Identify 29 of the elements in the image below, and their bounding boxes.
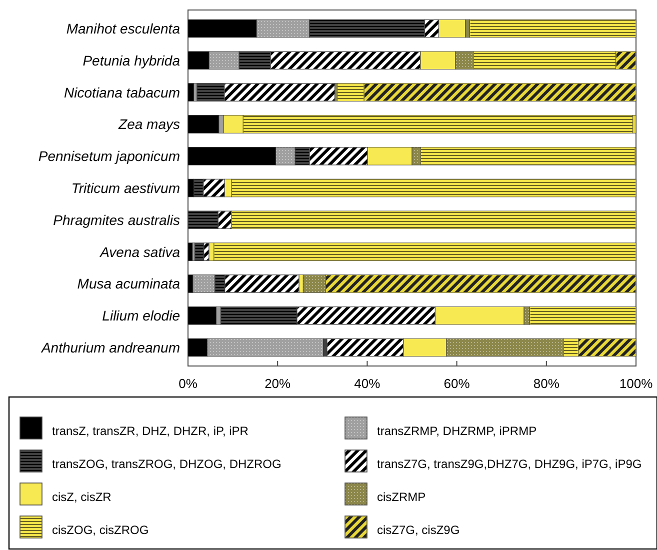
x-tick-label: 20% [264,376,292,391]
bar [188,306,216,325]
bar [188,115,220,134]
y-tick-label: Nicotiana tabacum [64,84,180,100]
y-tick-label: Pennisetum japonicum [38,148,180,164]
x-tick-label: 100% [619,376,654,391]
legend-label: cisZOG, cisZROG [52,523,149,537]
x-tick-label: 60% [444,376,470,391]
legend-label: cisZRMP [377,490,426,504]
legend-label: cisZ7G, cisZ9G [377,523,460,537]
y-tick-label: Zea mays [118,116,180,132]
y-tick-label: Triticum aestivum [71,180,180,196]
y-tick-label: Phragmites australis [53,212,180,228]
y-tick-label: Lilium elodie [102,308,180,324]
y-tick-label: Anthurium andreanum [40,340,180,356]
y-tick-label: Avena sativa [99,244,180,260]
legend-label: transZRMP, DHZRMP, iPRMP [377,424,537,438]
y-tick-label: Musa acuminata [77,276,180,292]
bar [188,83,194,102]
legend-label: transZOG, transZROG, DHZOG, DHZROG [52,457,282,471]
x-tick-label: 0% [178,376,198,391]
legend-label: transZ, transZR, DHZ, DHZR, iP, iPR [52,424,249,438]
y-tick-label: Petunia hybrida [82,52,180,68]
x-tick-label: 80% [533,376,560,391]
x-tick-label: 40% [354,376,381,391]
legend-label: transZ7G, transZ9G,DHZ7G, DHZ9G, iP7G, iP9G [377,457,642,471]
y-tick-label: Manihot esculenta [66,20,180,36]
bar [188,242,193,261]
legend-label: cisZ, cisZR [52,490,112,504]
